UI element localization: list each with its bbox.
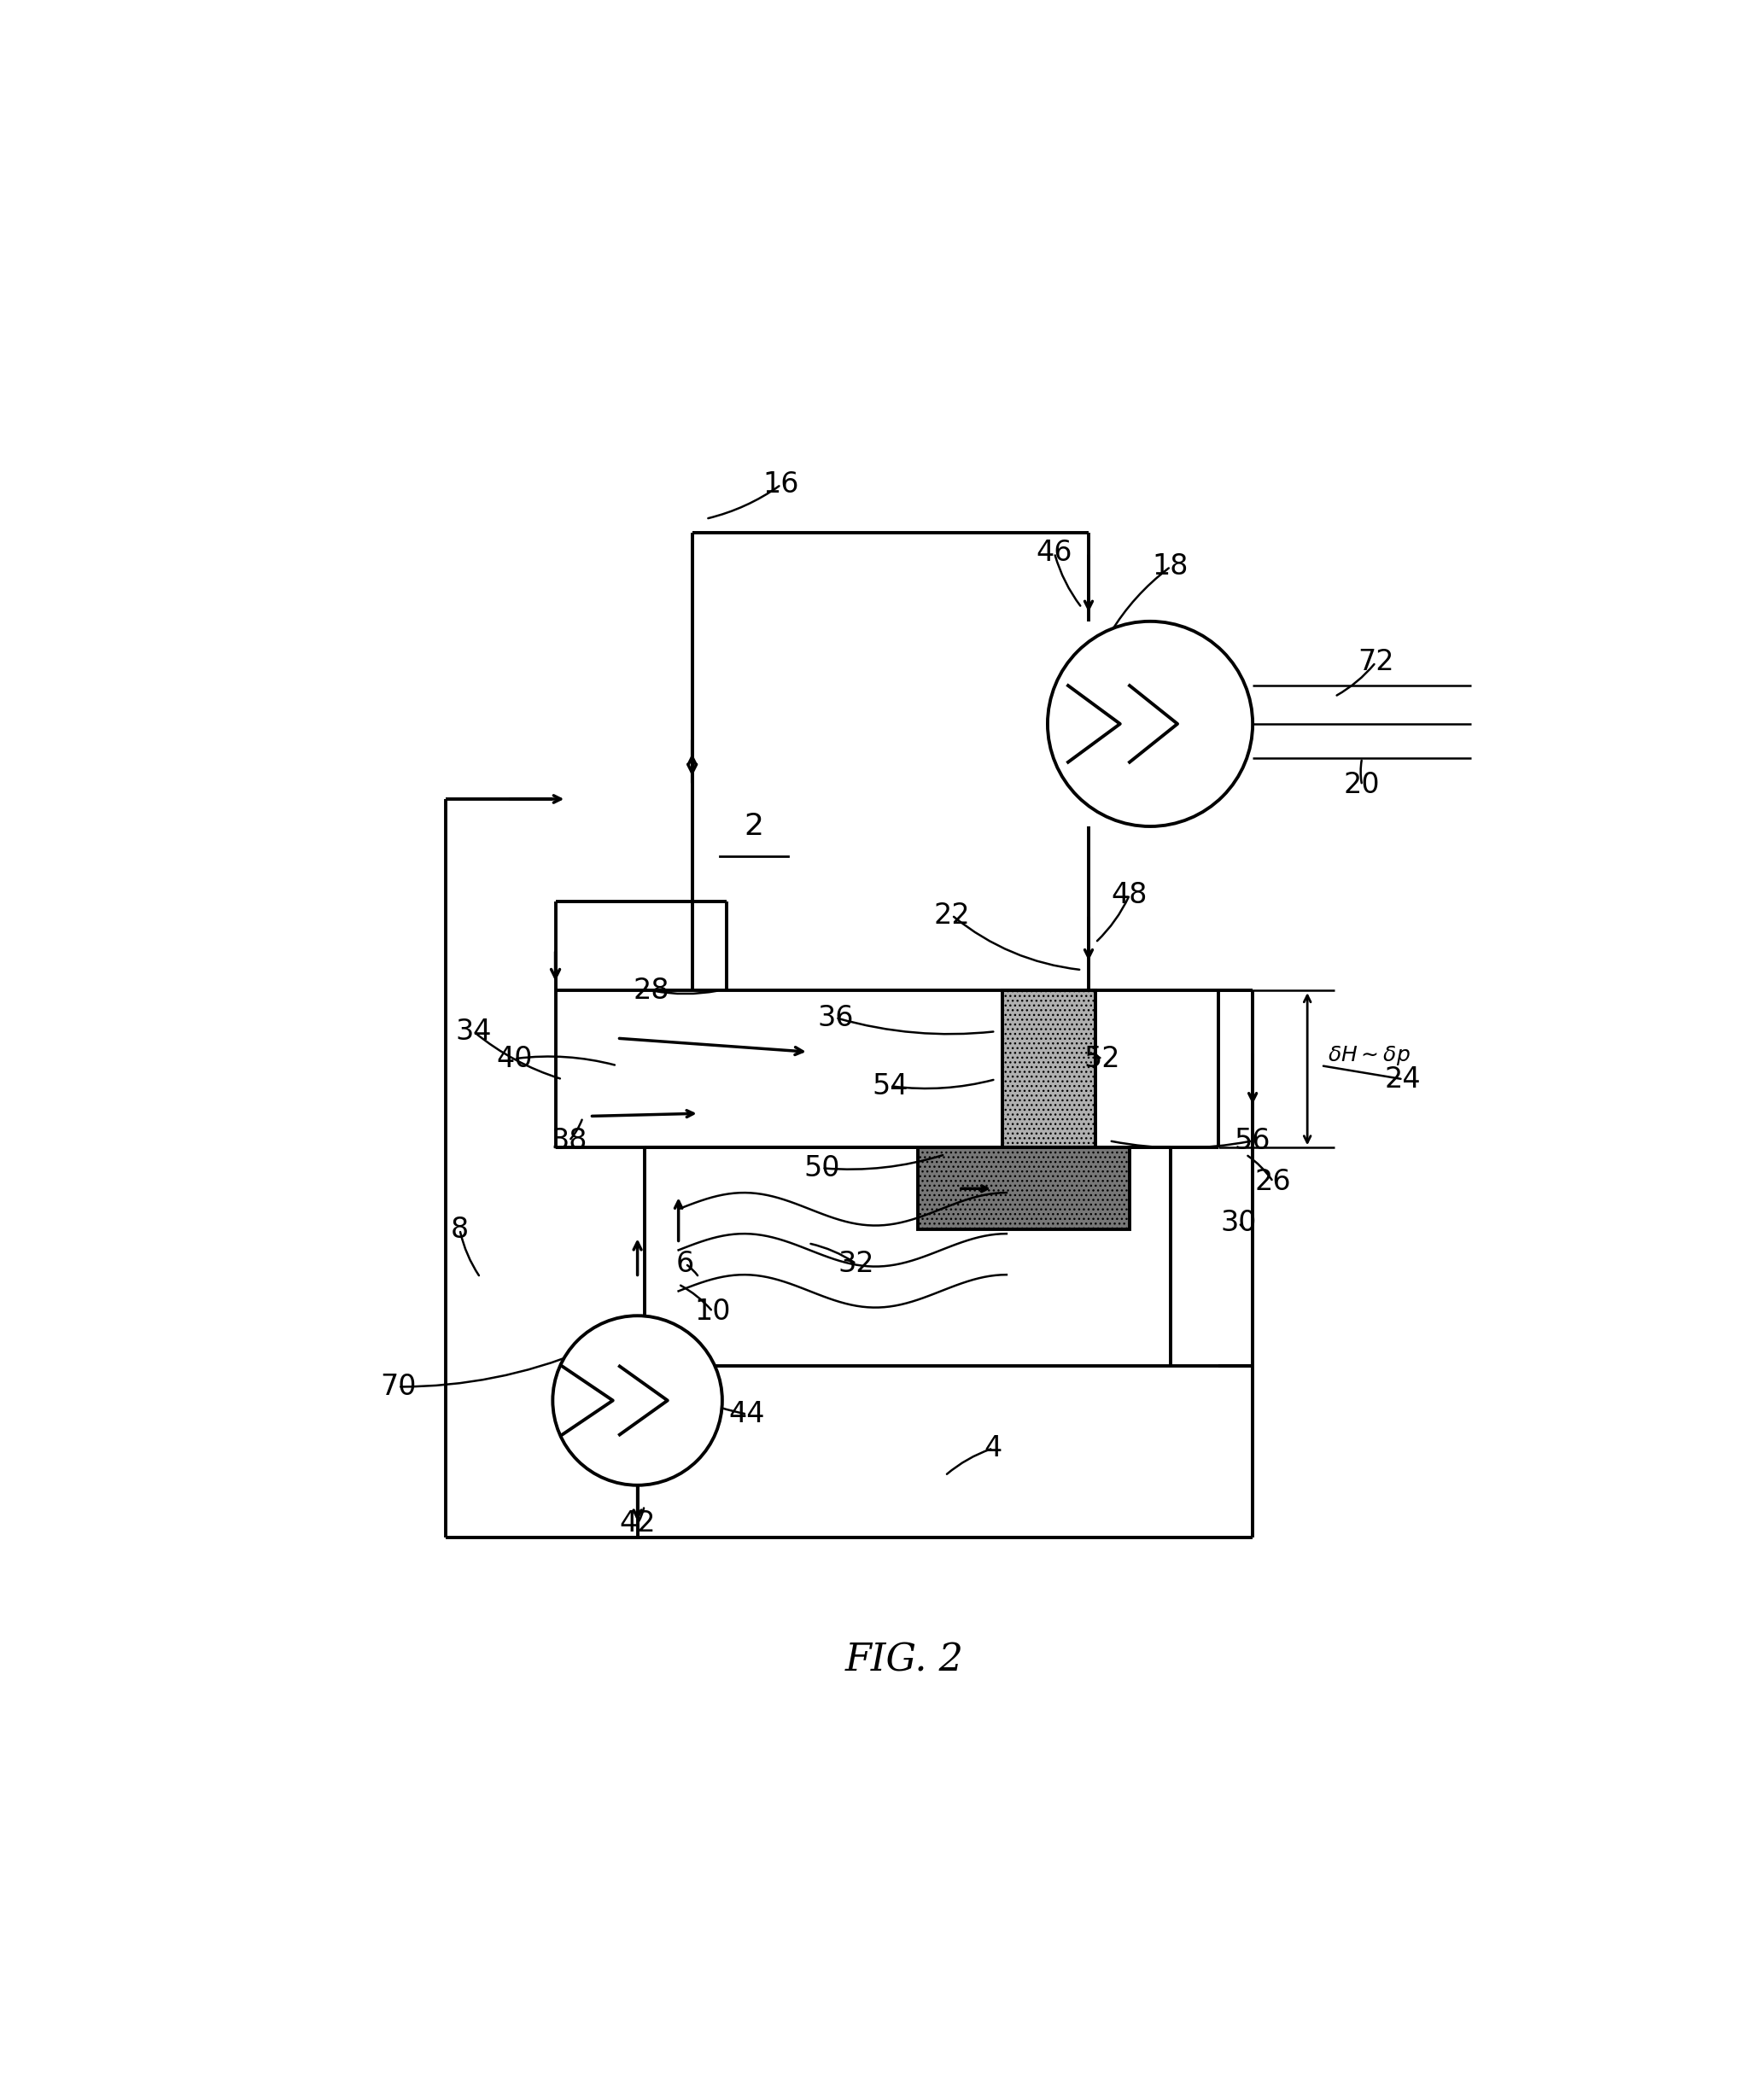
Text: 20: 20 <box>1344 771 1379 800</box>
Text: 4: 4 <box>984 1435 1002 1462</box>
Text: 36: 36 <box>817 1004 854 1031</box>
Text: 10: 10 <box>695 1298 730 1325</box>
Circle shape <box>552 1316 721 1485</box>
Text: 44: 44 <box>729 1400 766 1429</box>
Text: 30: 30 <box>1221 1208 1258 1237</box>
Text: 2: 2 <box>744 812 764 842</box>
Text: 52: 52 <box>1085 1046 1120 1073</box>
Text: 32: 32 <box>838 1250 875 1277</box>
Text: 22: 22 <box>933 902 970 929</box>
Text: 42: 42 <box>619 1510 656 1537</box>
Text: 54: 54 <box>871 1073 908 1100</box>
Text: 6: 6 <box>676 1250 695 1277</box>
Text: 40: 40 <box>496 1046 533 1073</box>
Text: 24: 24 <box>1385 1064 1422 1094</box>
Circle shape <box>1048 621 1252 827</box>
Text: 50: 50 <box>804 1154 840 1183</box>
Text: 38: 38 <box>550 1127 587 1154</box>
Text: 56: 56 <box>1235 1127 1270 1154</box>
Bar <box>1002 989 1095 1148</box>
Text: 72: 72 <box>1358 648 1394 677</box>
Text: 26: 26 <box>1254 1169 1291 1196</box>
Text: FIG. 2: FIG. 2 <box>845 1641 963 1679</box>
Text: 46: 46 <box>1035 539 1073 567</box>
Text: 48: 48 <box>1111 881 1148 908</box>
Text: 28: 28 <box>633 977 669 1004</box>
Text: 18: 18 <box>1152 552 1189 581</box>
Text: $\delta H \sim \delta p$: $\delta H \sim \delta p$ <box>1328 1044 1411 1066</box>
Text: 70: 70 <box>379 1373 416 1402</box>
Text: 8: 8 <box>452 1216 469 1244</box>
Text: 34: 34 <box>455 1017 492 1046</box>
Bar <box>917 1148 1129 1229</box>
Text: 16: 16 <box>762 471 799 498</box>
